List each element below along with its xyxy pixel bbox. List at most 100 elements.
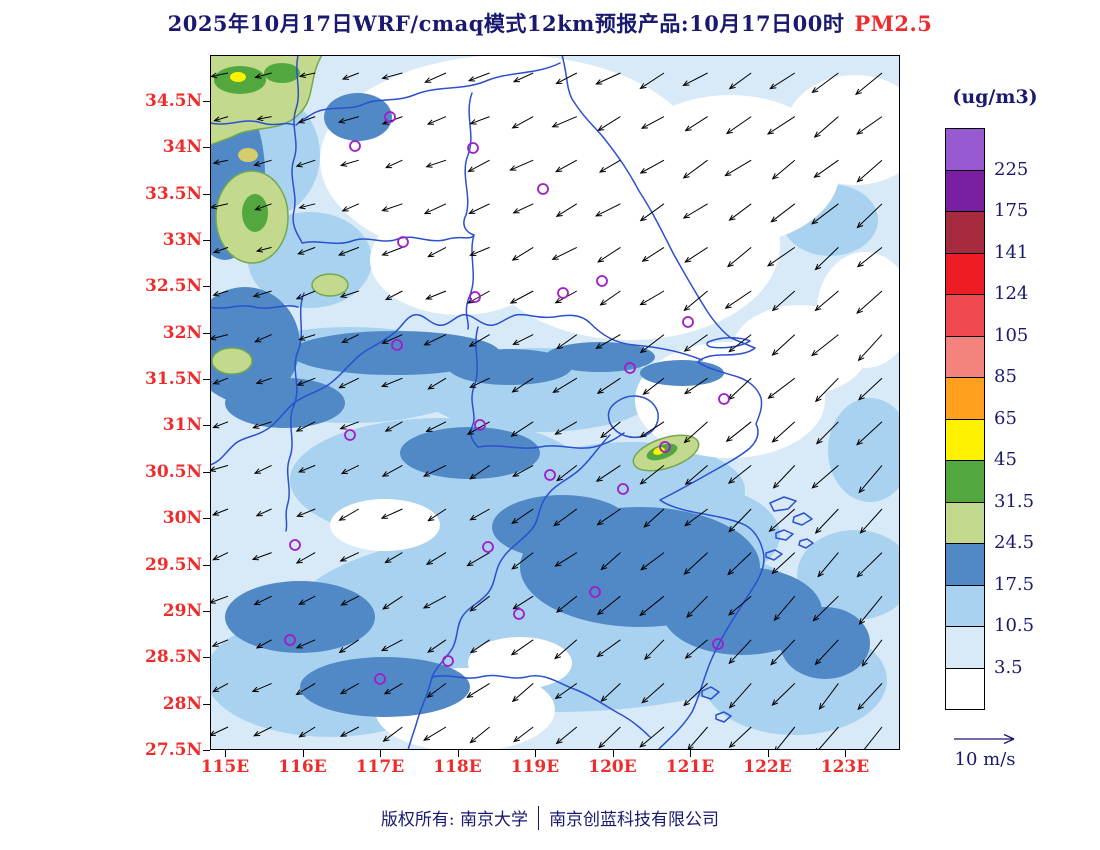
- lat-tick-label: 28N: [162, 693, 202, 714]
- colorbar-cell: [946, 129, 984, 171]
- colorbar-cell: [946, 253, 984, 295]
- colorbar-level-label: 17.5: [994, 573, 1035, 595]
- lon-tick-mark: [457, 750, 459, 757]
- station-marker: [557, 287, 569, 299]
- pm25-field: [210, 55, 900, 750]
- lat-tick-mark: [203, 518, 210, 520]
- colorbar-level-label: 24.5: [994, 532, 1035, 553]
- zhejiang-borders: [407, 434, 651, 750]
- colorbar-cell: [946, 378, 984, 420]
- lat-tick-mark: [203, 240, 210, 242]
- station-marker: [482, 541, 494, 553]
- lat-tick-label: 29N: [162, 600, 202, 621]
- station-marker: [589, 586, 601, 598]
- station-marker: [397, 236, 409, 248]
- colorbar-cell: [946, 295, 984, 337]
- coastline: [561, 55, 765, 750]
- colorbar-level-label: 31.5: [994, 490, 1035, 512]
- lat-tick-label: 32.5N: [145, 276, 202, 297]
- colorbar-level-label: 65: [994, 407, 1017, 429]
- station-marker: [712, 638, 724, 650]
- lon-tick-mark: [225, 750, 226, 757]
- lat-tick-mark: [203, 147, 210, 149]
- colorbar-level-label: 105: [994, 324, 1029, 346]
- station-marker: [349, 140, 361, 152]
- lat-tick-label: 29.5N: [145, 554, 202, 575]
- colorbar-level-label: 10.5: [994, 615, 1035, 636]
- lat-tick-mark: [203, 379, 210, 381]
- wind-reference-arrow-icon: [954, 733, 1015, 745]
- station-marker: [284, 634, 296, 646]
- province-borders: [210, 55, 814, 750]
- lon-tick-mark: [767, 750, 769, 757]
- colorbar: [945, 128, 985, 710]
- lat-tick-mark: [203, 749, 210, 751]
- station-marker: [537, 183, 549, 195]
- station-markers: [284, 111, 730, 685]
- station-marker: [682, 316, 694, 328]
- station-marker: [344, 429, 356, 441]
- copyright-footer: 版权所有: 南京大学 南京创蓝科技有限公司: [0, 805, 1100, 830]
- map-frame: [210, 55, 900, 750]
- station-marker: [442, 655, 454, 667]
- map-canvas: [210, 55, 900, 750]
- lat-tick-mark: [203, 703, 210, 705]
- station-marker: [617, 483, 629, 495]
- colorbar-cell: [946, 627, 984, 669]
- lat-tick-mark: [203, 193, 210, 195]
- lat-tick-label: 27.5N: [145, 739, 202, 760]
- lat-tick-mark: [203, 471, 210, 473]
- lon-tick-label: 119E: [510, 757, 560, 777]
- lon-tick-label: 122E: [743, 757, 792, 777]
- coastal-islands: [701, 496, 814, 723]
- figure-title-species: PM2.5: [854, 11, 933, 36]
- taihu-lake: [607, 395, 659, 439]
- station-marker: [469, 291, 481, 303]
- lon-tick-mark: [612, 750, 614, 757]
- station-marker: [596, 275, 608, 287]
- wind-vectors: [210, 72, 883, 750]
- colorbar-level-label: 141: [994, 241, 1029, 263]
- station-marker: [718, 393, 730, 405]
- colorbar-cell: [946, 585, 984, 627]
- lat-tick-mark: [203, 564, 210, 566]
- lon-tick-label: 120E: [588, 757, 637, 777]
- colorbar-level-label: 175: [994, 200, 1029, 221]
- colorbar-level-label: 124: [994, 283, 1029, 304]
- footer-owner: 版权所有: 南京大学: [380, 810, 529, 830]
- footer-divider: [538, 805, 540, 830]
- colorbar-level-label: 85: [994, 366, 1017, 387]
- lat-tick-label: 34N: [162, 137, 202, 158]
- station-marker: [544, 469, 556, 481]
- colorbar-cell: [946, 212, 984, 254]
- lon-tick-mark: [302, 750, 304, 757]
- lat-tick-label: 33N: [162, 230, 202, 251]
- lat-tick-label: 30N: [162, 508, 202, 529]
- wind-reference-label: 10 m/s: [954, 749, 1016, 770]
- lat-tick-label: 28.5N: [145, 647, 202, 668]
- station-marker: [391, 339, 403, 351]
- lon-tick-mark: [690, 750, 691, 757]
- west-borders: [210, 292, 305, 532]
- lon-tick-label: 123E: [820, 757, 870, 777]
- station-marker: [513, 608, 525, 620]
- colorbar-cell: [946, 461, 984, 503]
- lon-tick-label: 117E: [355, 757, 405, 777]
- lat-tick-label: 34.5N: [145, 91, 202, 111]
- figure-title-main: 2025年10月17日WRF/cmaq模式12km预报产品:10月17日00时: [167, 11, 845, 36]
- lat-tick-mark: [203, 610, 210, 612]
- north-borders: [210, 55, 561, 245]
- lon-tick-mark: [380, 750, 381, 757]
- lat-tick-label: 31N: [162, 415, 202, 436]
- lat-tick-label: 31.5N: [145, 369, 202, 390]
- colorbar-units: (ug/m3): [952, 86, 1038, 108]
- lon-tick-label: 115E: [200, 757, 250, 777]
- footer-company: 南京创蓝科技有限公司: [549, 810, 720, 830]
- pm25-band-45-65: [230, 72, 665, 455]
- colorbar-cell: [946, 502, 984, 544]
- colorbar-level-label: 3.5: [994, 656, 1023, 678]
- lat-tick-mark: [203, 286, 210, 288]
- lat-tick-mark: [203, 425, 210, 427]
- station-marker: [474, 419, 486, 431]
